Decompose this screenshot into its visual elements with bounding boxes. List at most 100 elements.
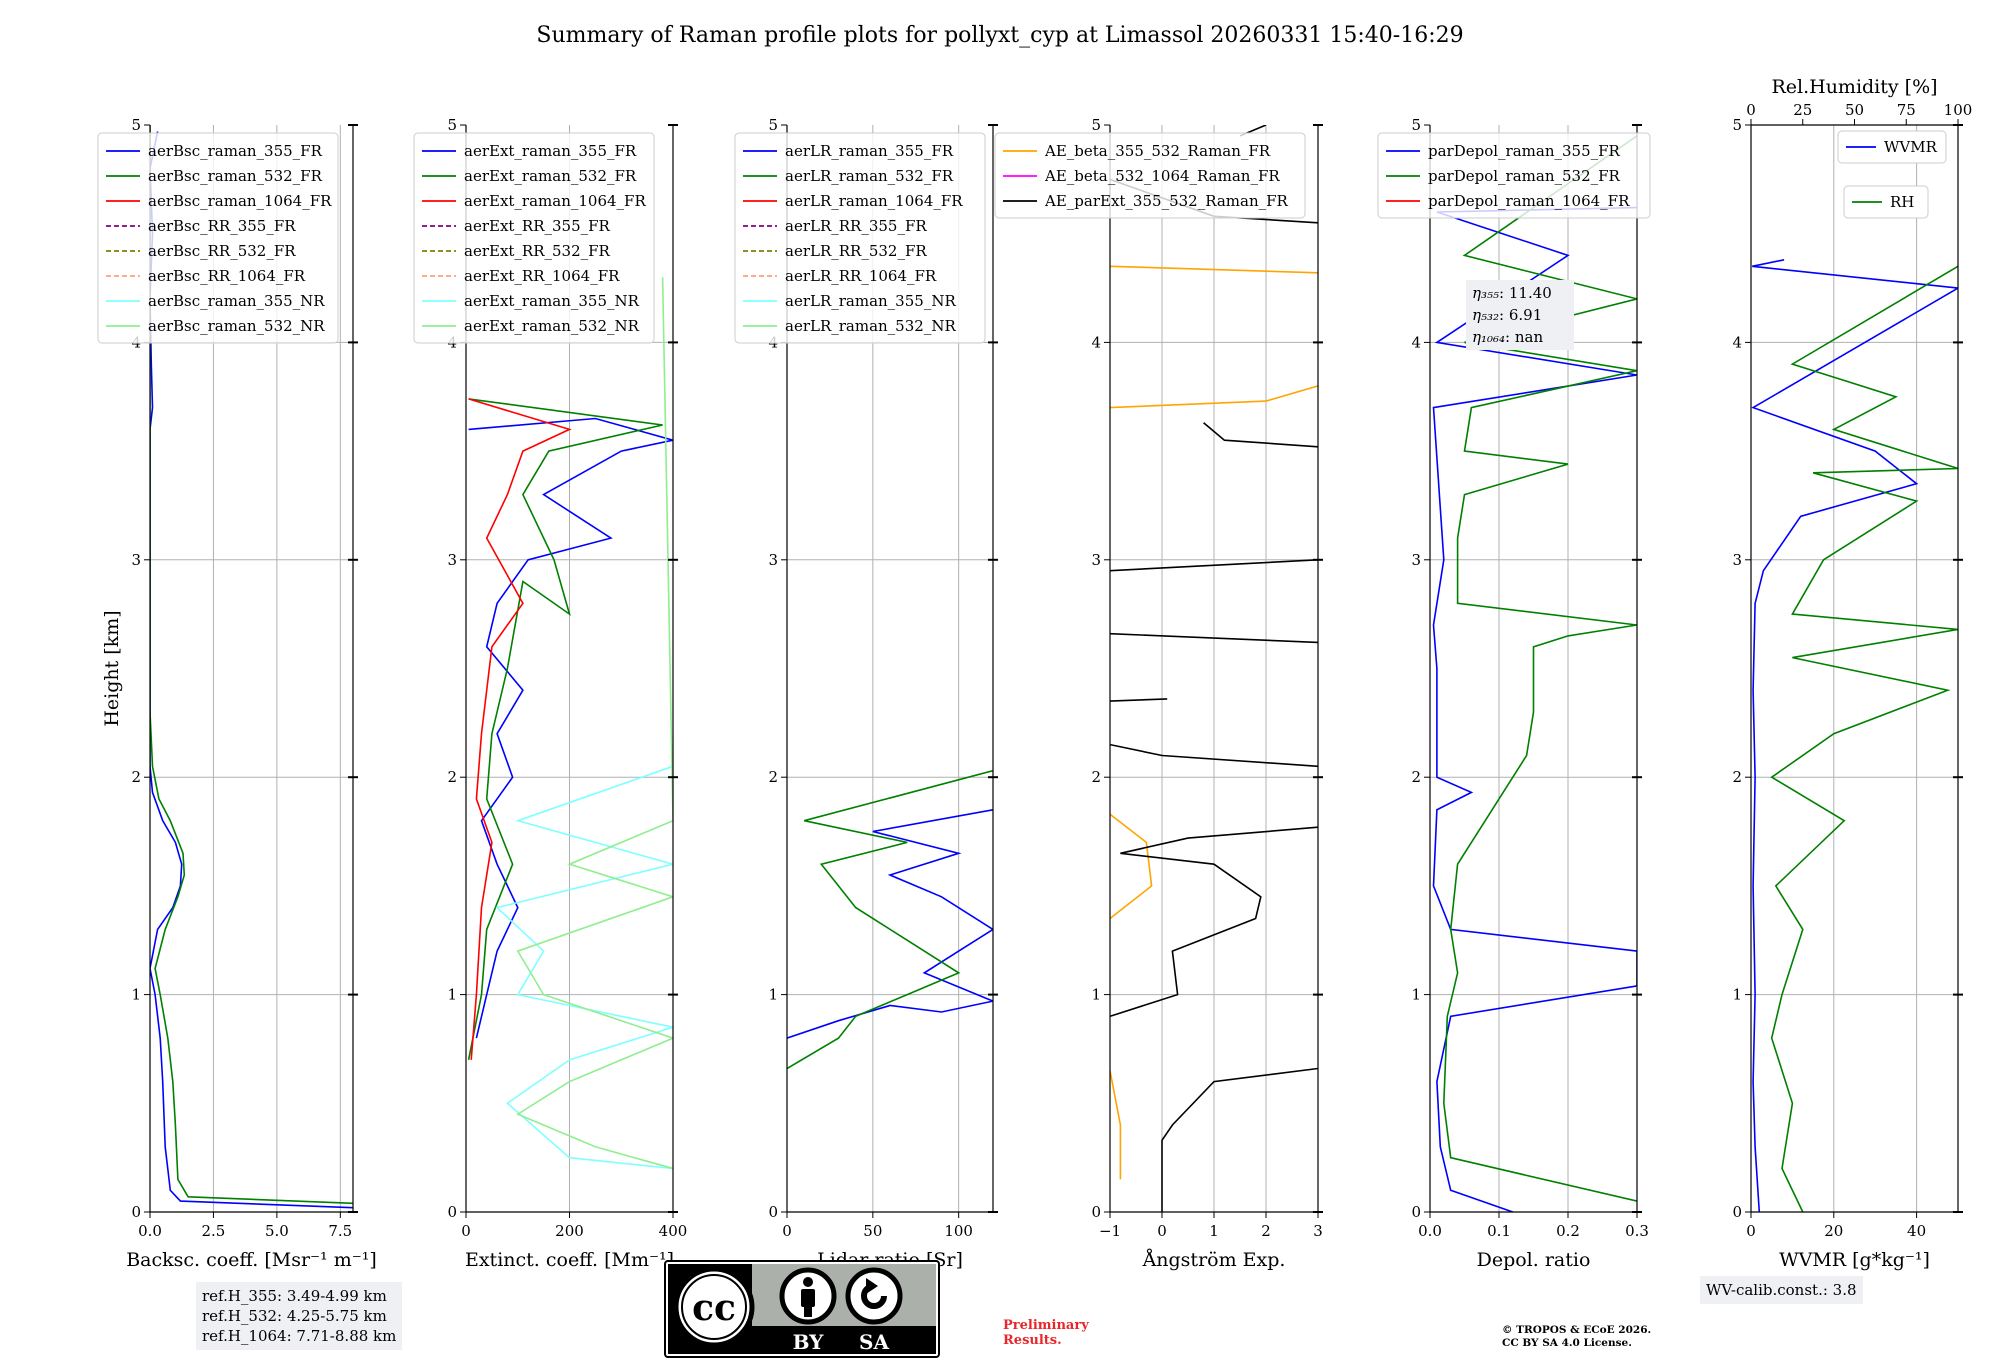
legend: aerExt_raman_355_FR aerExt_raman_532_FRae… (413, 132, 655, 344)
legend-label: aerLR_raman_355_NR (785, 292, 956, 310)
y-tick-label: 2 (1732, 768, 1742, 786)
x-axis-label: Ångström Exp. (1142, 1249, 1286, 1271)
panel-backscatter: 0.02.55.07.5012345Backsc. coeff. [Msr⁻¹ … (97, 116, 377, 1271)
legend-label: aerBsc_RR_1064_FR (148, 267, 306, 285)
legend-label: aerLR_raman_532_FR (785, 167, 954, 185)
sa-label: SA (859, 1330, 889, 1354)
panel-depol: 0.0 0.1 0.2 0.3 0 1 2 3 4 5 Depol. ratio parDepol_r… (1377, 116, 1651, 1271)
series-angstrom-1 (1110, 813, 1153, 920)
series-group (1110, 125, 1318, 1212)
y-tick-label: 3 (1091, 551, 1101, 569)
series-wvmr_rh-0 (1751, 259, 1958, 1212)
y-tick-label: 4 (1091, 333, 1101, 351)
x-axis-label: WVMR [g*kg⁻¹] (1779, 1249, 1930, 1271)
x-tick-label: 400 (659, 1222, 688, 1240)
legend-label: AE_beta_355_532_Raman_FR (1044, 142, 1271, 160)
series-group (787, 769, 993, 1070)
legend-box (1377, 132, 1651, 219)
x-tick-label: 50 (863, 1222, 882, 1240)
x-tick-label: 5.0 (265, 1222, 289, 1240)
cc-by-sa-badge: cc BY SA (664, 1260, 940, 1358)
panel-wvmr_rh: 0 20 40 0 1 2 3 4 5 WVMR [g*kg⁻¹] 0 25 50 75 100 Rel.Hu… (1732, 76, 1972, 1271)
top-x-tick-label: 75 (1897, 101, 1916, 119)
eta-value: : 11.40 (1499, 284, 1552, 302)
legend-label: parDepol_raman_1064_FR (1428, 192, 1630, 210)
x-tick-label: 20 (1824, 1222, 1843, 1240)
preliminary-line-1: Preliminary (1003, 1318, 1089, 1333)
series-angstrom-4 (1161, 1067, 1318, 1212)
by-body (801, 1289, 815, 1307)
legend-label: RH (1890, 193, 1914, 211)
series-extinction-0 (468, 417, 673, 1039)
legend-label: aerBsc_RR_355_FR (148, 217, 296, 235)
legend-box (734, 132, 986, 344)
copyright-line-1: © TROPOS & ECoE 2026. (1502, 1324, 1652, 1336)
legend-label: aerExt_RR_355_FR (464, 217, 611, 235)
top-x-tick-label: 100 (1944, 101, 1973, 119)
legend: parDepol_raman_355_FR parDepol_raman_532_… (1377, 132, 1651, 219)
series-backscatter-0 (150, 131, 353, 1209)
legend-label: aerBsc_raman_532_NR (148, 317, 325, 335)
top-x-tick-label: 50 (1845, 101, 1864, 119)
y-tick-label: 1 (131, 986, 141, 1004)
x-tick-label: 2.5 (202, 1222, 226, 1240)
y-tick-label: 0 (768, 1203, 778, 1221)
series-angstrom-9 (1110, 559, 1318, 572)
series-angstrom-7 (1110, 698, 1168, 702)
y-tick-label: 5 (1091, 116, 1101, 134)
wv-calib-text: WV-calib.const.: 3.8 (1706, 1281, 1857, 1299)
x-tick-label: 3 (1313, 1222, 1323, 1240)
legend-label: aerBsc_raman_1064_FR (148, 192, 332, 210)
top-x-tick-label: 0 (1746, 101, 1756, 119)
y-tick-label: 2 (768, 768, 778, 786)
y-tick-label: 5 (768, 116, 778, 134)
y-tick-label: 5 (1411, 116, 1421, 134)
legend-label: aerExt_raman_532_NR (464, 317, 640, 335)
series-lidar_ratio-1 (787, 769, 993, 1070)
series-angstrom-6 (1110, 743, 1318, 768)
y-tick-label: 1 (1732, 986, 1742, 1004)
y-tick-label: 1 (1411, 986, 1421, 1004)
series-angstrom-5 (1110, 826, 1318, 1018)
reference-heights-box: ref.H_355: 3.49-4.99 km ref.H_532: 4.25-… (196, 1282, 403, 1350)
x-tick-label: −1 (1099, 1222, 1121, 1240)
eta-symbol: η₃₅₅ (1472, 284, 1499, 302)
figure-title: Summary of Raman profile plots for polly… (536, 23, 1463, 48)
y-tick-label: 2 (447, 768, 457, 786)
series-group (1751, 259, 1958, 1212)
x-tick-label: 0 (1157, 1222, 1167, 1240)
top-x-tick-label: 25 (1793, 101, 1812, 119)
legend-label: WVMR (1884, 138, 1938, 156)
legend-WVMR: WVMR (1837, 130, 1947, 164)
preliminary-line-2: Results. (1003, 1333, 1062, 1348)
copyright-note: © TROPOS & ECoE 2026. CC BY SA 4.0 Licen… (1502, 1324, 1651, 1350)
series-group (150, 125, 353, 1209)
series-angstrom-8 (1110, 632, 1318, 644)
series-angstrom-0 (1110, 1070, 1122, 1180)
x-tick-label: 1 (1209, 1222, 1219, 1240)
legend-label: aerBsc_raman_355_NR (148, 292, 325, 310)
x-tick-label: 0 (782, 1222, 792, 1240)
y-axis-label: Height [km] (101, 610, 123, 726)
legend-label: aerLR_RR_355_FR (785, 217, 927, 235)
x-tick-label: 0.0 (1418, 1222, 1442, 1240)
eta-line-1: η₅₃₂: 6.91 (1472, 306, 1542, 324)
cc-label: cc (692, 1287, 736, 1329)
ref-height-355: ref.H_355: 3.49-4.99 km (202, 1287, 387, 1305)
y-tick-label: 1 (447, 986, 457, 1004)
x-axis-label: Depol. ratio (1477, 1249, 1591, 1271)
legend-label: parDepol_raman_355_FR (1428, 142, 1621, 160)
x-tick-label: 0 (1746, 1222, 1756, 1240)
x-tick-label: 100 (944, 1222, 973, 1240)
by-head (803, 1277, 813, 1287)
legend-label: aerExt_RR_532_FR (464, 242, 611, 260)
panel-lidar_ratio: 050100012345Lidar ratio [Sr]aerLR_raman_… (734, 116, 998, 1271)
x-tick-label: 7.5 (328, 1222, 352, 1240)
preliminary-results-note: Preliminary Results. (1003, 1318, 1089, 1348)
series-extinction-4 (516, 277, 673, 1170)
legend-box (97, 132, 339, 344)
legend-RH: RH (1843, 185, 1929, 219)
series-backscatter-1 (150, 125, 353, 1205)
y-tick-label: 3 (768, 551, 778, 569)
